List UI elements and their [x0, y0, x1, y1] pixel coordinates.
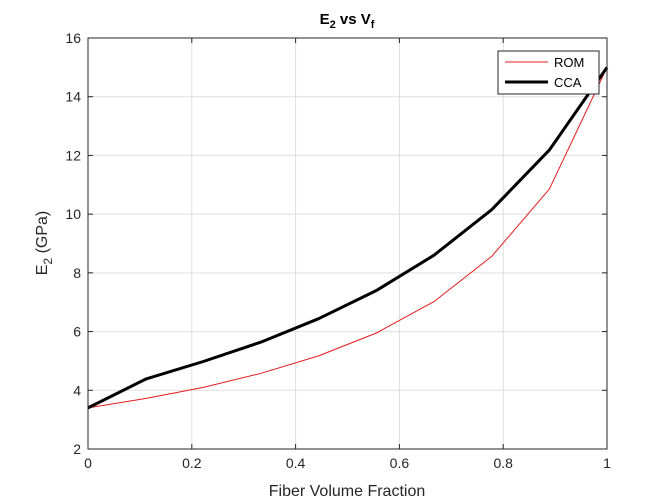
- ylabel-sub: 2: [41, 258, 55, 265]
- y-tick-label: 2: [73, 441, 81, 457]
- legend: ROM CCA: [497, 50, 600, 95]
- y-tick-label: 14: [65, 89, 81, 105]
- y-tick-labels: 2 4 6 8 10 12 14 16: [65, 30, 81, 457]
- y-tick-label: 8: [73, 265, 81, 281]
- title-mid: vs V: [336, 11, 371, 28]
- x-tick-label: 0.4: [286, 455, 306, 471]
- legend-label-rom: ROM: [554, 55, 584, 70]
- x-tick-label: 1: [603, 455, 611, 471]
- title-sub1: 2: [330, 19, 336, 31]
- series-lines: [87, 66, 609, 410]
- grid: [88, 38, 607, 449]
- y-tick-label: 6: [73, 324, 81, 340]
- y-tick-label: 16: [65, 30, 81, 46]
- series-line-rom: [87, 67, 608, 409]
- ylabel-main: E: [34, 265, 51, 276]
- ylabel-rest: (GPa): [34, 211, 51, 258]
- chart-title: E2 vs Vf: [320, 11, 375, 31]
- plot-area-background: [88, 38, 607, 449]
- plot-area-border: [87, 37, 608, 450]
- y-tick-label: 4: [73, 382, 81, 398]
- legend-label-cca: CCA: [554, 75, 582, 90]
- series-line-cca: [87, 66, 609, 410]
- y-axis-label: E2 (GPa): [34, 211, 55, 275]
- x-tick-label: 0: [84, 455, 92, 471]
- x-tick-label: 0.8: [493, 455, 513, 471]
- axis-ticks: [87, 37, 608, 450]
- title-main: E: [320, 11, 330, 28]
- title-sub2: f: [371, 19, 375, 31]
- x-tick-label: 0.2: [182, 455, 202, 471]
- y-tick-label: 12: [65, 147, 81, 163]
- y-tick-label: 10: [65, 206, 81, 222]
- legend-box: [497, 50, 600, 95]
- x-tick-label: 0.6: [390, 455, 410, 471]
- x-axis-label: Fiber Volume Fraction: [269, 483, 426, 500]
- x-tick-labels: 0 0.2 0.4 0.6 0.8 1: [84, 455, 611, 471]
